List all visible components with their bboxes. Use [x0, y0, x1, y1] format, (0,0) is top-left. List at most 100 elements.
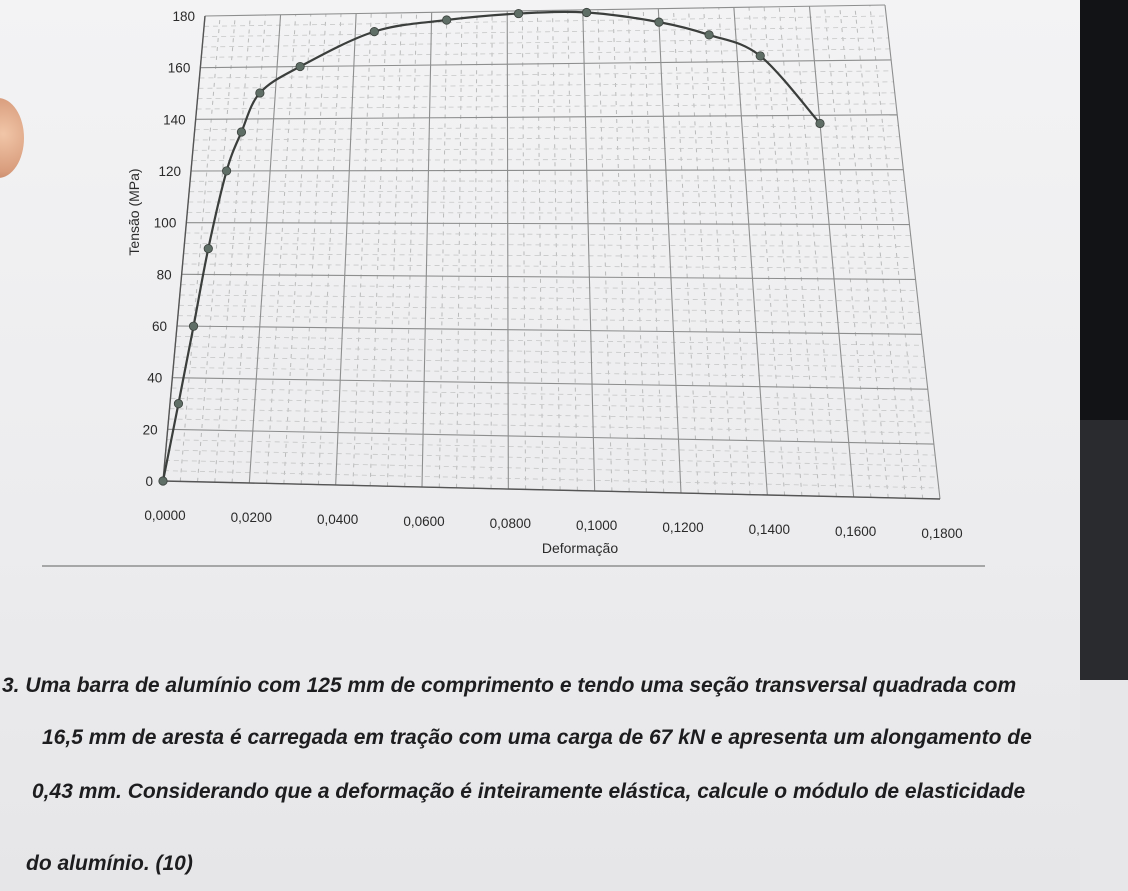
- grid-minor-horizontal: [175, 346, 925, 357]
- data-point: [815, 118, 825, 129]
- grid-minor-vertical: [214, 15, 251, 483]
- y-tick-label: 40: [147, 371, 162, 386]
- grid-minor-horizontal: [198, 81, 894, 89]
- x-tick-label: 0,0200: [231, 510, 272, 525]
- grid-minor-horizontal: [174, 356, 926, 368]
- grid-major-horizontal: [190, 169, 904, 172]
- grid-minor-horizontal: [193, 136, 900, 141]
- grid-minor-horizontal: [183, 253, 914, 258]
- grid-major-vertical: [335, 13, 357, 486]
- y-tick-label: 140: [163, 112, 186, 127]
- y-tick-label: 60: [152, 319, 167, 334]
- grid-minor-horizontal: [169, 408, 932, 423]
- grid-minor-horizontal: [171, 387, 930, 401]
- y-axis-line: [162, 15, 206, 482]
- grid-minor-vertical: [869, 5, 924, 499]
- grid-minor-horizontal: [163, 470, 939, 489]
- grid-minor-vertical: [197, 15, 236, 482]
- grid-minor-horizontal: [188, 201, 908, 204]
- x-tick-label: 0,0800: [490, 516, 531, 531]
- grid-major-vertical: [248, 14, 282, 484]
- grid-minor-vertical: [386, 12, 402, 487]
- grid-minor-horizontal: [166, 439, 936, 456]
- data-point: [255, 88, 265, 98]
- grid-minor-vertical: [352, 13, 372, 486]
- grid-minor-vertical: [283, 14, 312, 484]
- grid-minor-horizontal: [165, 449, 937, 467]
- grid-minor-horizontal: [176, 335, 923, 346]
- grid-minor-vertical: [521, 10, 527, 490]
- data-point: [582, 7, 592, 18]
- grid-minor-horizontal: [192, 147, 901, 151]
- data-point: [173, 399, 184, 409]
- series-points: [158, 7, 825, 486]
- data-point: [654, 17, 664, 27]
- grid-minor-vertical: [763, 6, 803, 496]
- grid-minor-vertical: [793, 6, 837, 497]
- grid-major-horizontal: [204, 4, 886, 17]
- grid-minor-vertical: [552, 10, 561, 491]
- question-line-2: 16,5 mm de aresta é carregada em tração …: [42, 726, 1032, 749]
- grid-minor-vertical: [642, 8, 665, 493]
- y-tick-label: 160: [168, 61, 191, 76]
- grid-major-horizontal: [176, 325, 922, 335]
- stress-strain-chart: 0,0000 0,0200 0,0400 0,0600 0,0800 0,1000 0,12…: [42, 4, 985, 567]
- grid-minor-vertical: [536, 10, 544, 490]
- x-tick-label: 0,0600: [403, 514, 444, 529]
- grid-major-horizontal: [167, 428, 934, 445]
- grid-major-vertical: [884, 4, 941, 500]
- grid-major-vertical: [808, 6, 855, 498]
- grid-minor-vertical: [404, 12, 418, 487]
- question-line-4: do alumínio. (10): [26, 852, 193, 875]
- grid-minor-vertical: [369, 13, 387, 486]
- data-point: [513, 8, 524, 19]
- grid-minor-vertical: [473, 11, 478, 489]
- grid-major-horizontal: [200, 59, 892, 69]
- question-line-1: 3. Uma barra de alumínio com 125 mm de c…: [2, 674, 1017, 697]
- grid-minor-horizontal: [203, 26, 888, 38]
- x-tick-label: 0,1000: [576, 518, 617, 533]
- grid-minor-horizontal: [187, 211, 909, 214]
- grid-minor-horizontal: [170, 397, 931, 412]
- grid-minor-horizontal: [199, 70, 893, 79]
- grid-major-vertical: [421, 12, 433, 488]
- grid-minor-horizontal: [182, 263, 915, 269]
- grid-minor-horizontal: [201, 48, 890, 58]
- y-tick-label: 100: [154, 216, 177, 231]
- x-tick-label: 0,1800: [921, 526, 962, 541]
- data-point: [442, 15, 452, 25]
- grid-minor-vertical: [456, 11, 463, 488]
- chart-axes: [162, 15, 941, 500]
- grid-minor-horizontal: [177, 315, 921, 324]
- y-tick-label: 0: [145, 474, 153, 489]
- grid-minor-vertical: [703, 7, 734, 495]
- y-axis-label: Tensão (MPa): [126, 168, 142, 255]
- grid-minor-vertical: [231, 14, 266, 483]
- grid-major-horizontal: [195, 114, 898, 120]
- grid-minor-horizontal: [164, 459, 938, 478]
- grid-minor-horizontal: [185, 232, 911, 236]
- data-point: [222, 166, 232, 176]
- x-axis-label: Deformação: [542, 540, 618, 556]
- grid-major-vertical: [582, 9, 596, 492]
- grid-minor-vertical: [179, 15, 221, 482]
- x-tick-label: 0,0400: [317, 512, 358, 527]
- grid-minor-horizontal: [197, 92, 895, 100]
- grid-minor-vertical: [597, 9, 613, 492]
- grid-major-horizontal: [186, 222, 910, 226]
- grid-minor-horizontal: [168, 418, 933, 434]
- grid-minor-horizontal: [180, 284, 917, 291]
- grid-minor-vertical: [612, 9, 630, 492]
- grid-minor-horizontal: [204, 15, 887, 27]
- data-point: [203, 244, 213, 254]
- chart-grid: [162, 4, 941, 500]
- grid-minor-horizontal: [178, 304, 920, 313]
- grid-major-vertical: [506, 11, 509, 490]
- grid-minor-horizontal: [184, 242, 912, 247]
- series-line: [161, 10, 821, 482]
- grid-minor-vertical: [266, 14, 297, 484]
- grid-minor-vertical: [688, 8, 717, 494]
- grid-major-horizontal: [172, 377, 928, 390]
- grid-minor-vertical: [839, 5, 889, 498]
- grid-minor-vertical: [490, 11, 493, 489]
